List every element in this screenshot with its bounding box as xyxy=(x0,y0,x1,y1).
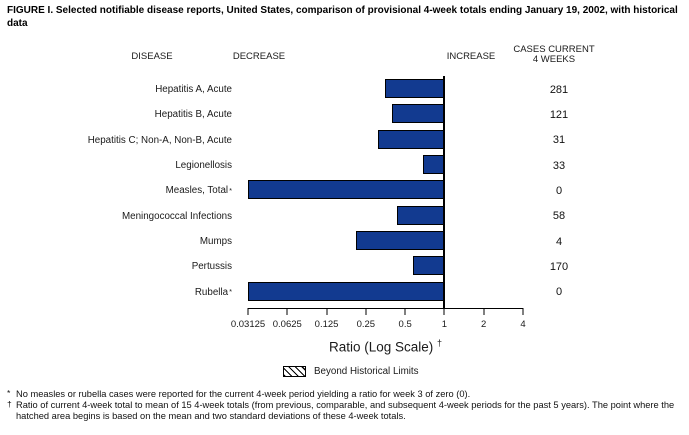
ratio-bar xyxy=(422,154,445,174)
bar-row xyxy=(248,153,523,178)
ratio-bar xyxy=(248,180,445,200)
plot-area xyxy=(248,76,523,309)
axis-tick-mark xyxy=(483,308,485,315)
bar-row xyxy=(248,229,523,254)
footnotes: * No measles or rubella cases were repor… xyxy=(7,388,685,422)
hatched-swatch-icon xyxy=(283,366,306,377)
x-axis-ticks xyxy=(247,308,524,315)
disease-label: Meningococcal Infections xyxy=(121,210,232,222)
column-header-cases-current: CASES CURRENT 4 WEEKS xyxy=(506,45,602,64)
cases-value: 281 xyxy=(549,83,569,96)
footnote-marker: † xyxy=(7,399,12,409)
ratio-bar xyxy=(412,256,445,276)
baseline-ratio-1-line xyxy=(443,76,446,308)
footnote-asterisk: * No measles or rubella cases were repor… xyxy=(7,388,685,400)
cases-value: 31 xyxy=(552,134,566,147)
disease-labels-column: Hepatitis A, Acute Hepatitis B, Acute Hepa… xyxy=(0,77,238,305)
cases-value: 0 xyxy=(555,286,563,299)
ratio-bar xyxy=(248,281,445,301)
footnote-marker: * xyxy=(7,388,11,398)
column-header-disease: DISEASE xyxy=(131,51,173,62)
ratio-bar xyxy=(355,230,445,250)
ratio-bar xyxy=(378,129,445,149)
column-header-decrease: DECREASE xyxy=(232,51,286,62)
ratio-bar xyxy=(392,104,445,124)
cases-value: 121 xyxy=(549,108,569,121)
axis-tick-label: 0.5 xyxy=(398,319,412,330)
x-axis-title: Ratio (Log Scale) † xyxy=(248,338,523,355)
ratio-bar xyxy=(384,79,445,98)
ratio-bar xyxy=(396,205,445,225)
column-header-cases-line2: 4 WEEKS xyxy=(532,53,576,65)
disease-label: Legionellosis xyxy=(175,160,232,172)
cases-value: 58 xyxy=(552,210,566,223)
cases-value: 33 xyxy=(552,159,566,172)
disease-label: Mumps xyxy=(199,236,232,248)
axis-tick-label: 0.03125 xyxy=(230,319,266,330)
bar-row xyxy=(248,280,523,305)
disease-label: Hepatitis B, Acute xyxy=(154,109,232,121)
x-axis-title-text: Ratio (Log Scale) xyxy=(328,339,434,355)
footnote-dagger: † Ratio of current 4-week total to mean … xyxy=(7,399,685,422)
cases-value: 0 xyxy=(555,184,563,197)
bar-row xyxy=(248,204,523,229)
column-header-increase: INCREASE xyxy=(446,51,496,62)
axis-tick-label: 4 xyxy=(520,319,526,330)
axis-tick-mark xyxy=(247,308,249,315)
axis-tick-mark xyxy=(522,308,524,315)
axis-tick-mark xyxy=(286,308,288,315)
axis-tick-label: 0.25 xyxy=(356,319,376,330)
axis-tick-label: 0.125 xyxy=(314,319,339,330)
axis-tick-label: 0.0625 xyxy=(272,319,302,330)
column-header-cases-line1: CASES CURRENT xyxy=(513,44,595,55)
axis-tick-mark xyxy=(326,308,328,315)
disease-label: Hepatitis C; Non-A, Non-B, Acute xyxy=(87,134,232,146)
legend-label: Beyond Historical Limits xyxy=(314,366,419,377)
bar-row xyxy=(248,178,523,203)
disease-label: Measles, Total * xyxy=(165,185,232,197)
bar-row xyxy=(248,77,523,102)
disease-label: Rubella * xyxy=(194,286,232,298)
figure-title: FIGURE I. Selected notifiable disease re… xyxy=(7,5,678,29)
axis-tick-label: 2 xyxy=(481,319,487,330)
cases-values-column: 281 121 31 33 0 58 4 170 0 xyxy=(528,77,590,305)
disease-label: Pertussis xyxy=(191,261,232,273)
axis-tick-mark xyxy=(404,308,406,315)
legend: Beyond Historical Limits xyxy=(283,366,419,377)
x-axis-title-dagger: † xyxy=(437,338,443,348)
axis-tick-label: 1 xyxy=(441,319,448,330)
axis-tick-mark xyxy=(443,308,445,315)
bar-row xyxy=(248,102,523,127)
cases-value: 4 xyxy=(555,235,563,248)
footnote-text: No measles or rubella cases were reporte… xyxy=(16,389,471,399)
footnote-text: Ratio of current 4-week total to mean of… xyxy=(16,400,675,421)
x-axis-tick-labels: 0.03125 0.0625 0.125 0.25 0.5 1 2 4 xyxy=(231,319,526,331)
bar-row xyxy=(248,254,523,279)
disease-label: Hepatitis A, Acute xyxy=(155,84,232,96)
axis-tick-mark xyxy=(365,308,367,315)
cases-value: 170 xyxy=(549,260,569,273)
bar-row xyxy=(248,128,523,153)
